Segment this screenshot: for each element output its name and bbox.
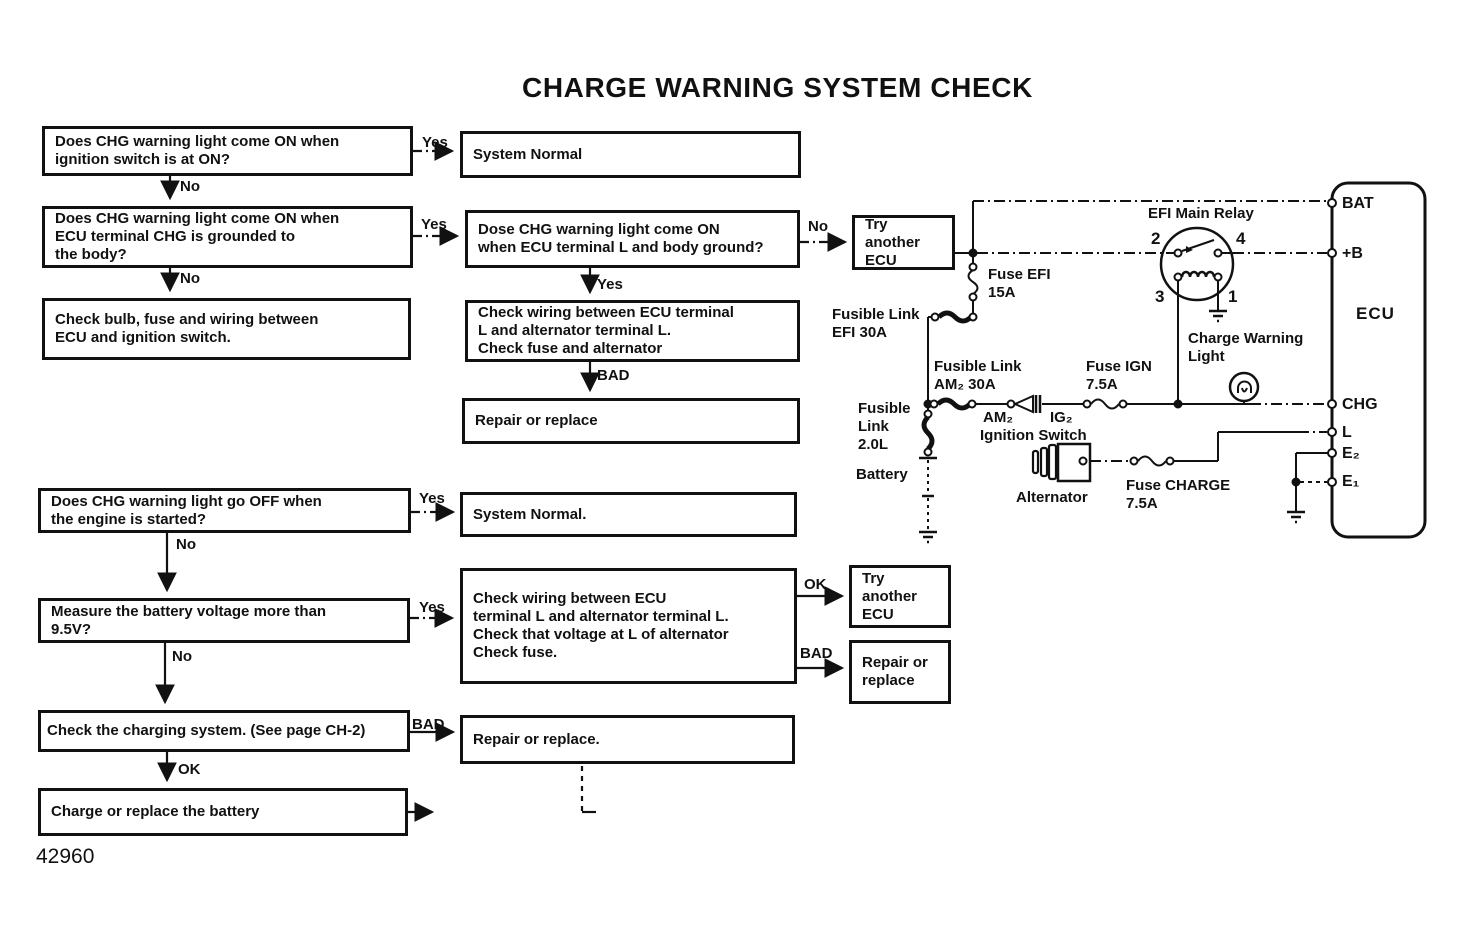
label-ok-1: OK — [804, 576, 827, 593]
wire-l — [1173, 431, 1298, 462]
label-relay-pin-1: 1 — [1228, 287, 1238, 306]
flow-box-check-charging-system: Check the charging system. (See page CH-… — [38, 710, 410, 752]
label-battery: Battery — [856, 466, 908, 483]
fusible-link-am2-symbol — [929, 397, 977, 411]
ignition-switch-symbol — [1006, 394, 1084, 414]
label-bad-3: BAD — [412, 716, 445, 733]
figure-code: 42960 — [36, 845, 95, 868]
flow-box-check-bulb: Check bulb, fuse and wiring between ECU … — [42, 298, 411, 360]
flow-box-system-normal-1: System Normal — [460, 131, 801, 178]
flow-box-question-light-off-started: Does CHG warning light go OFF when the e… — [38, 488, 411, 533]
label-charge-warning-light: Charge Warning Light — [1188, 330, 1304, 365]
fuse-charge-symbol — [1129, 455, 1175, 467]
label-fusible-link-efi: Fusible Link EFI 30A — [832, 306, 920, 341]
flow-box-question-ignition-on: Does CHG warning light come ON when igni… — [42, 126, 413, 176]
label-terminal-l: L — [1342, 424, 1352, 441]
ecu-ground-wires — [1287, 452, 1328, 524]
label-terminal-e1: E₁ — [1342, 473, 1360, 490]
label-yes-2: Yes — [421, 216, 447, 233]
label-bad-1: BAD — [597, 367, 630, 384]
alternator-symbol — [1031, 442, 1092, 483]
label-no-4: No — [176, 536, 196, 553]
label-yes-5: Yes — [419, 599, 445, 616]
label-terminal-e2: E₂ — [1342, 445, 1360, 462]
label-no-2: No — [180, 270, 200, 287]
label-bad-2: BAD — [800, 645, 833, 662]
label-efi-main-relay: EFI Main Relay — [1148, 205, 1254, 222]
charge-warning-light-symbol — [1228, 371, 1260, 404]
fuse-efi-symbol — [967, 262, 979, 317]
efi-main-relay-symbol — [1159, 226, 1235, 400]
flow-box-system-normal-2: System Normal. — [460, 492, 797, 537]
label-terminal-plus-b: +B — [1342, 245, 1363, 262]
label-yes-1: Yes — [422, 134, 448, 151]
label-fuse-efi: Fuse EFI 15A — [988, 266, 1051, 301]
flow-box-question-terminal-l-ground: Dose CHG warning light come ON when ECU … — [465, 210, 800, 268]
flow-box-check-wiring-2: Check wiring between ECU terminal L and … — [460, 568, 797, 684]
label-ig2: IG₂ — [1050, 409, 1073, 426]
label-alternator: Alternator — [1016, 489, 1088, 506]
flow-box-try-another-ecu-1: Try another ECU — [852, 215, 955, 270]
label-fusible-link-2ol: Fusible Link 2.0L — [858, 400, 911, 453]
label-fusible-link-am2: Fusible Link AM₂ 30A — [934, 358, 1022, 393]
label-fuse-charge: Fuse CHARGE 7.5A — [1126, 477, 1231, 512]
flow-box-repair-2: Repair or replace — [849, 640, 951, 704]
flow-box-repair-1: Repair or replace — [462, 398, 800, 444]
label-fuse-ign: Fuse IGN 7.5A — [1086, 358, 1152, 393]
label-ok-2: OK — [178, 761, 201, 778]
fuse-ign-symbol — [1082, 398, 1128, 410]
label-am2: AM₂ — [983, 409, 1013, 426]
label-terminal-bat: BAT — [1342, 195, 1374, 212]
label-no-3: No — [808, 218, 828, 235]
battery-symbol — [919, 407, 937, 544]
label-yes-3: Yes — [597, 276, 623, 293]
label-relay-pin-3: 3 — [1155, 287, 1165, 306]
label-yes-4: Yes — [419, 490, 445, 507]
flow-box-check-wiring-1: Check wiring between ECU terminal L and … — [465, 300, 800, 362]
label-ignition-switch: Ignition Switch — [980, 427, 1087, 444]
label-no-5: No — [172, 648, 192, 665]
flow-box-repair-3: Repair or replace. — [460, 715, 795, 764]
label-no-1: No — [180, 178, 200, 195]
label-relay-pin-2: 2 — [1151, 229, 1161, 248]
flow-box-try-another-ecu-2: Try another ECU — [849, 565, 951, 628]
ground-relay — [1209, 309, 1227, 323]
page-title: CHARGE WARNING SYSTEM CHECK — [522, 72, 1033, 103]
flow-box-question-battery-voltage: Measure the battery voltage more than 9.… — [38, 598, 410, 643]
label-ecu: ECU — [1356, 304, 1395, 323]
label-terminal-chg: CHG — [1342, 396, 1378, 413]
flow-box-charge-battery: Charge or replace the battery — [38, 788, 408, 836]
flow-box-question-chg-grounded: Does CHG warning light come ON when ECU … — [42, 206, 413, 268]
label-relay-pin-4: 4 — [1236, 229, 1246, 248]
